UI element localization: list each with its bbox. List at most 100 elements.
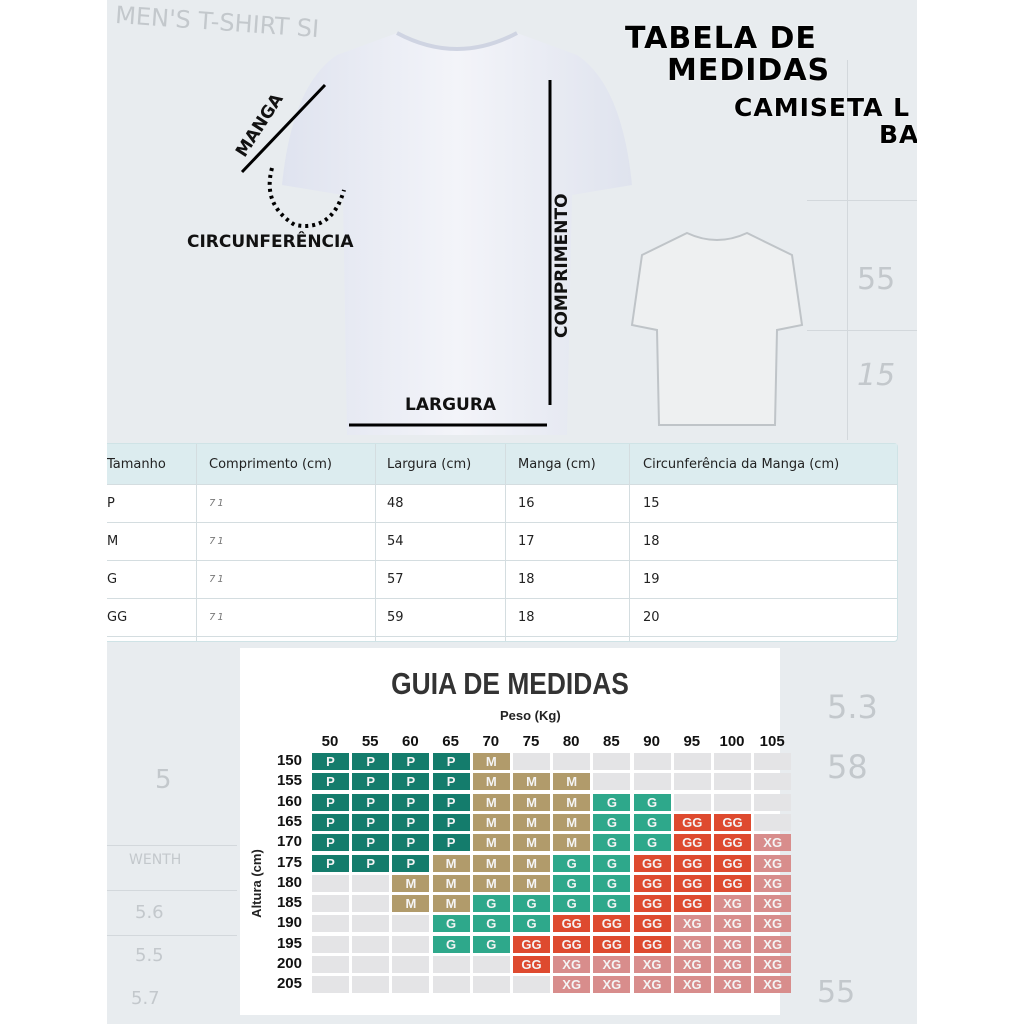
weight-label: 60 — [402, 733, 419, 750]
size-cell: G — [553, 874, 591, 892]
ghost-text: 5.7 — [131, 988, 160, 1009]
circunferencia-label: CIRCUNFERÊNCIA — [187, 232, 354, 252]
size-cell: P — [352, 854, 390, 872]
size-cell: G — [432, 915, 470, 933]
table-cell: 15 — [643, 496, 660, 511]
size-cell: G — [593, 834, 631, 852]
size-cell: P — [432, 813, 470, 831]
size-cell: G — [513, 895, 550, 913]
weight-label: 85 — [603, 733, 620, 750]
size-cell — [754, 753, 792, 770]
table-cell: 18 — [643, 534, 660, 549]
table-cell: 54 — [387, 534, 404, 549]
size-cell: XG — [673, 935, 711, 953]
size-cell: M — [553, 834, 591, 852]
size-cell: G — [593, 793, 631, 811]
height-label: 155 — [276, 772, 302, 790]
ghost-text: 5 — [155, 765, 172, 795]
size-cell: G — [472, 915, 510, 933]
size-cell — [352, 976, 390, 994]
height-label: 190 — [276, 914, 302, 932]
size-cell — [432, 976, 470, 994]
size-cell: GG — [714, 813, 751, 831]
size-cell: M — [513, 773, 550, 791]
table-cell: 71 — [209, 574, 226, 585]
size-cell: GG — [633, 895, 671, 913]
size-cell: M — [553, 793, 591, 811]
size-cell: GG — [673, 813, 711, 831]
table-cell: 71 — [209, 612, 226, 623]
size-cell: XG — [553, 976, 591, 994]
height-label: 150 — [276, 752, 302, 769]
weight-label: 95 — [683, 733, 701, 750]
weight-label: 50 — [321, 733, 339, 750]
size-cell — [312, 976, 349, 994]
size-cell: XG — [714, 976, 751, 994]
header-cell: Comprimento (cm) — [209, 456, 332, 472]
size-cell: G — [633, 793, 671, 811]
height-label: 195 — [276, 934, 302, 952]
size-cell: XG — [754, 956, 792, 973]
weight-label: 65 — [442, 733, 459, 750]
header-cell: Circunferência da Manga (cm) — [643, 456, 840, 472]
size-cell: P — [392, 753, 430, 770]
size-cell: GG — [633, 874, 671, 892]
size-cell: P — [392, 773, 430, 791]
guide-title: GUIA DE MEDIDAS — [391, 666, 629, 701]
size-cell: M — [472, 773, 510, 791]
size-cell — [312, 935, 349, 953]
largura-label: LARGURA — [405, 395, 497, 415]
size-cell: G — [553, 854, 591, 872]
table-cell: 59 — [387, 610, 404, 625]
size-cell: P — [312, 793, 349, 811]
size-cell: M — [513, 854, 550, 872]
size-cell: M — [472, 854, 510, 872]
size-cell — [673, 753, 711, 770]
size-cell — [392, 976, 430, 994]
size-cell — [593, 773, 631, 791]
size-cell — [673, 773, 711, 791]
height-label: 205 — [276, 975, 302, 993]
size-cell: P — [312, 854, 349, 872]
size-cell: G — [553, 895, 591, 913]
size-cell: GG — [593, 935, 631, 953]
size-cell — [312, 895, 349, 913]
size-cell: G — [593, 895, 631, 913]
size-cell — [392, 935, 430, 953]
size-cell — [633, 753, 671, 770]
size-cell: M — [432, 895, 470, 913]
table-row: GG 71 59 18 20 — [107, 599, 897, 637]
size-cell: GG — [673, 895, 711, 913]
table-cell: 17 — [518, 534, 535, 549]
table-cell: 57 — [387, 572, 404, 587]
ghost-text: 5.3 — [827, 688, 878, 726]
height-label: 180 — [276, 873, 302, 891]
size-cell — [714, 753, 751, 770]
size-cell — [513, 976, 550, 994]
size-cell: M — [472, 813, 510, 831]
size-cell: GG — [633, 854, 671, 872]
size-cell: GG — [553, 935, 591, 953]
table-cell: 71 — [209, 536, 226, 547]
size-cell: P — [352, 753, 390, 770]
size-cell: G — [472, 895, 510, 913]
size-cell — [754, 813, 792, 831]
size-cell: M — [553, 773, 591, 791]
table-row: P 71 48 16 15 — [107, 485, 897, 523]
size-cell: GG — [633, 935, 671, 953]
height-label: 170 — [276, 833, 302, 851]
size-cell: XG — [754, 935, 792, 953]
size-cell — [352, 895, 390, 913]
weight-label: 90 — [643, 733, 660, 750]
table-cell: 48 — [387, 496, 404, 511]
table-cell: G — [107, 572, 118, 587]
header-cell: Largura (cm) — [387, 456, 472, 472]
weight-label: 75 — [522, 733, 540, 750]
size-cell: XG — [633, 976, 671, 994]
size-cell: M — [513, 793, 550, 811]
size-cell: M — [513, 813, 550, 831]
size-cell: M — [553, 813, 591, 831]
size-cell — [312, 915, 349, 933]
table-row: G 71 57 18 19 — [107, 561, 897, 599]
size-cell — [432, 956, 470, 973]
